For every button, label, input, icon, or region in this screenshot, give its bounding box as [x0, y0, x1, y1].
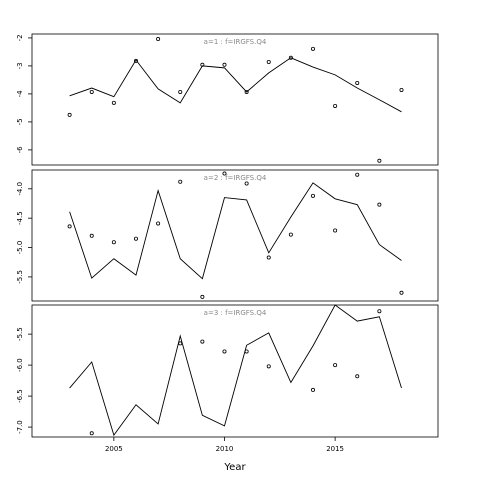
- data-point: [111, 100, 116, 105]
- y-tick-label: -6: [16, 146, 24, 154]
- data-point: [333, 363, 338, 368]
- data-point: [244, 89, 249, 94]
- panel-frame: [31, 304, 439, 438]
- data-point: [89, 233, 94, 238]
- data-point: [156, 37, 161, 42]
- x-tick-label: 2010: [216, 445, 234, 453]
- data-point: [266, 59, 271, 64]
- series-line: [69, 304, 402, 437]
- data-point: [377, 309, 382, 314]
- data-point: [222, 349, 227, 354]
- data-point: [333, 103, 338, 108]
- panel-frame: [31, 169, 439, 302]
- data-point: [178, 341, 183, 346]
- y-tick-label: -6.0: [16, 358, 24, 372]
- y-tick-label: -4.0: [16, 182, 24, 196]
- data-point: [355, 374, 360, 379]
- series-line: [69, 57, 402, 113]
- data-point: [310, 387, 315, 392]
- data-point: [222, 62, 227, 67]
- y-tick-label: -7.0: [16, 420, 24, 434]
- data-point: [89, 89, 94, 94]
- data-point: [288, 232, 293, 237]
- data-point: [377, 202, 382, 207]
- data-point: [133, 236, 138, 241]
- y-tick-label: -6.5: [16, 389, 24, 403]
- y-tick-label: -5.5: [16, 327, 24, 341]
- y-tick-label: -2: [16, 34, 24, 41]
- data-point: [133, 58, 138, 63]
- data-point: [111, 240, 116, 245]
- data-point: [178, 179, 183, 184]
- data-point: [244, 181, 249, 186]
- panel-annotation: a=2 : f=IRGFS.Q4: [204, 174, 267, 182]
- data-point: [200, 294, 205, 299]
- data-point: [200, 62, 205, 67]
- x-axis-label: Year: [223, 462, 246, 473]
- data-point: [399, 87, 404, 92]
- y-tick-label: -5: [16, 118, 24, 125]
- data-point: [288, 55, 293, 60]
- data-point: [244, 349, 249, 354]
- data-point: [266, 255, 271, 260]
- y-tick-label: -4: [16, 90, 24, 98]
- data-point: [89, 431, 94, 436]
- x-tick-label: 2005: [105, 445, 123, 453]
- data-point: [200, 339, 205, 344]
- data-point: [355, 80, 360, 85]
- data-point: [178, 89, 183, 94]
- data-point: [266, 364, 271, 369]
- series-line: [69, 182, 402, 280]
- data-point: [67, 112, 72, 117]
- data-point: [355, 172, 360, 177]
- data-point: [377, 158, 382, 163]
- data-point: [67, 224, 72, 229]
- data-point: [156, 221, 161, 226]
- data-point: [222, 171, 227, 176]
- y-tick-label: -5.0: [16, 241, 24, 255]
- data-point: [333, 228, 338, 233]
- panel-annotation: a=3 : f=IRGFS.Q4: [204, 309, 267, 317]
- y-tick-label: -4.5: [16, 211, 24, 225]
- y-tick-label: -5.5: [16, 270, 24, 284]
- y-tick-label: -3: [16, 62, 24, 69]
- panel-frame: [31, 33, 439, 166]
- x-tick-label: 2015: [326, 445, 344, 453]
- data-point: [399, 290, 404, 295]
- data-point: [310, 193, 315, 198]
- data-point: [310, 46, 315, 51]
- panel-annotation: a=1 : f=IRGFS.Q4: [204, 38, 267, 46]
